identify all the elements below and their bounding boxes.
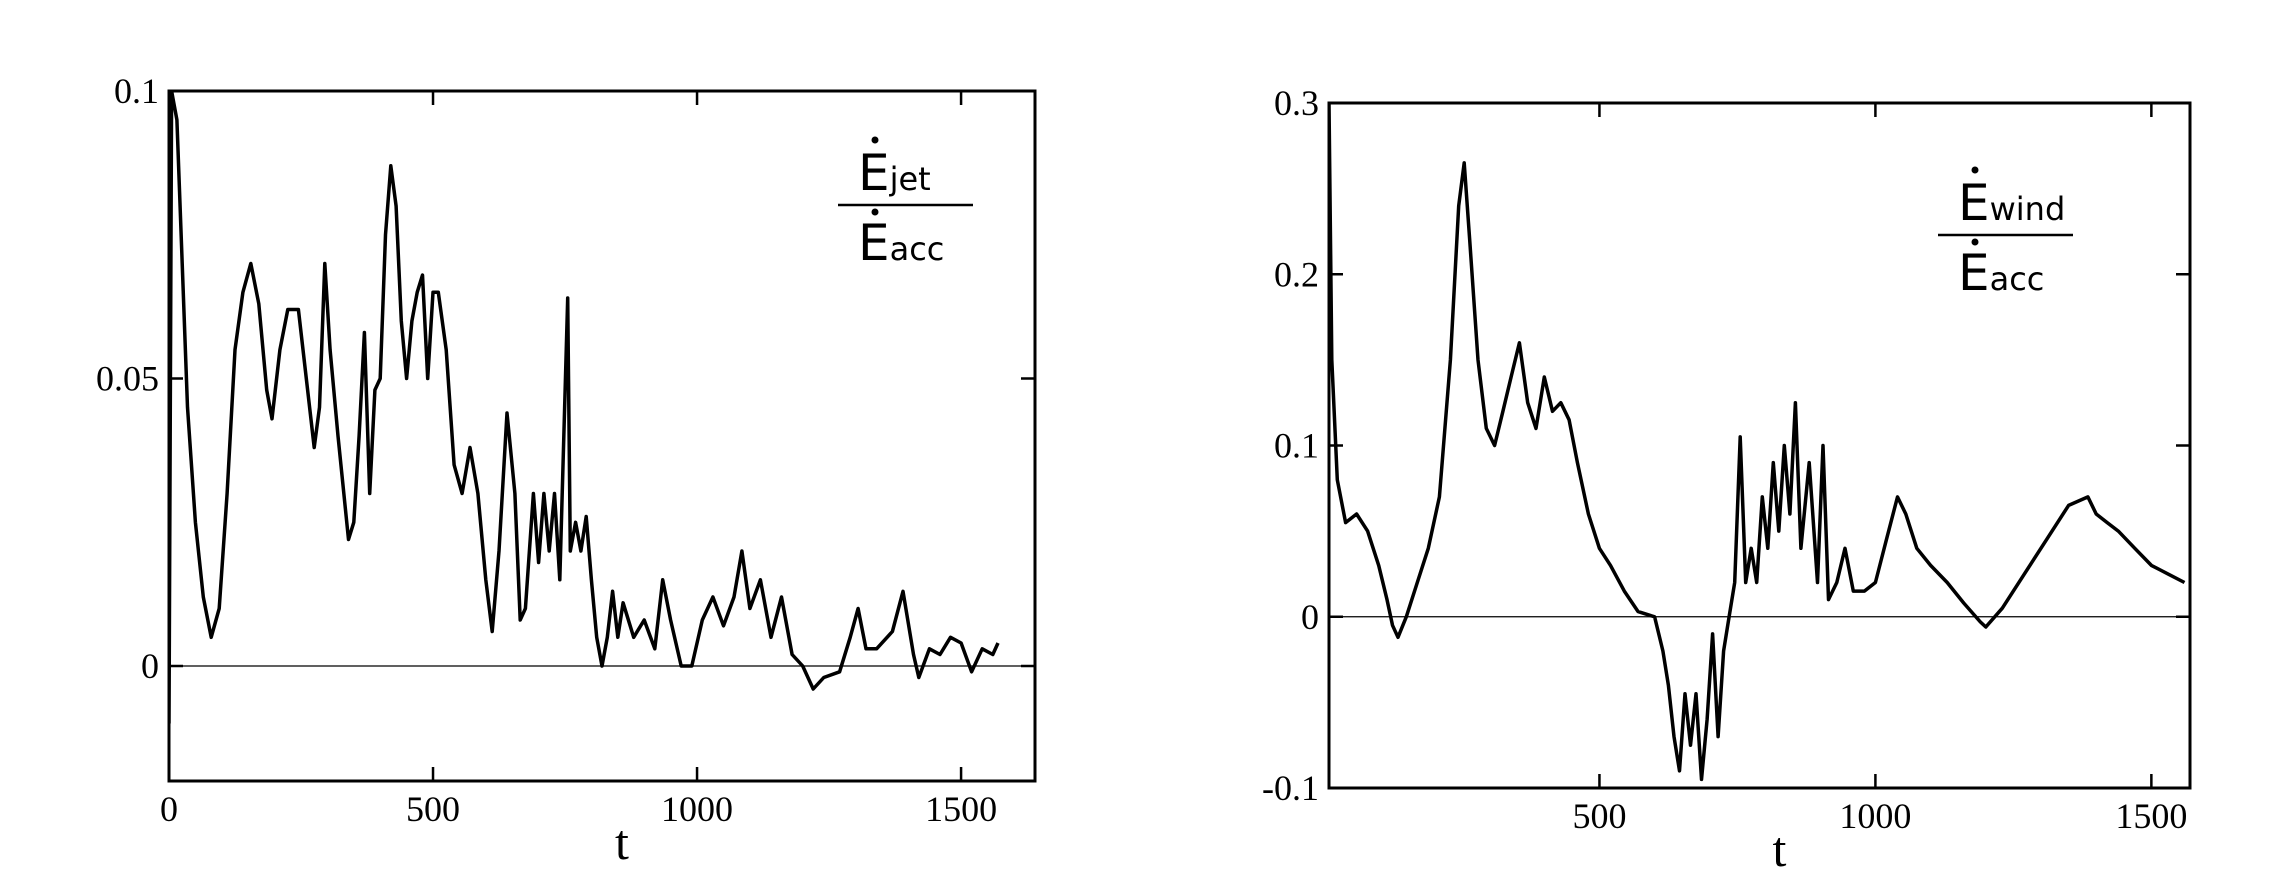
x-tick-label: 1000 [1839, 796, 1911, 836]
x-axis-label: t [1773, 821, 1787, 877]
x-tick-label: 500 [406, 789, 460, 829]
subscript: acc [890, 230, 945, 268]
x-tick-label: 1500 [925, 789, 997, 829]
y-tick-label: 0 [141, 646, 159, 686]
y-tick-label: 0.05 [96, 359, 159, 399]
plot-frame [167, 89, 1037, 783]
dot [1971, 166, 1979, 174]
x-tick-label: 1000 [661, 789, 733, 829]
subscript: wind [1990, 190, 2066, 228]
x-tick-label: 1500 [2115, 796, 2187, 836]
y-tick-label: 0.3 [1274, 83, 1319, 123]
subscript: acc [1990, 260, 2045, 298]
symbol: E [858, 214, 890, 272]
y-tick-label: 0.1 [114, 71, 159, 111]
annotation-denominator: Eacc [858, 214, 944, 272]
x-tick-label: 500 [1572, 796, 1626, 836]
dot [1971, 238, 1979, 246]
dot [871, 136, 879, 144]
x-axis-label: t [615, 814, 629, 870]
y-tick-label: 0.2 [1274, 254, 1319, 294]
data-line [169, 91, 1000, 724]
subscript: jet [889, 160, 931, 198]
annotation-numerator: Ewind [1958, 174, 2065, 232]
annotation-numerator: Ejet [858, 144, 931, 202]
symbol: E [1958, 244, 1990, 302]
y-tick-label: 0.1 [1274, 426, 1319, 466]
annotation-denominator: Eacc [1958, 244, 2044, 302]
symbol: E [858, 144, 890, 202]
y-tick-label: -0.1 [1262, 768, 1319, 808]
x-tick-label: 0 [160, 789, 178, 829]
symbol: E [1958, 174, 1990, 232]
y-tick-label: 0 [1301, 597, 1319, 637]
data-line [1329, 103, 2186, 782]
dot [871, 208, 879, 216]
